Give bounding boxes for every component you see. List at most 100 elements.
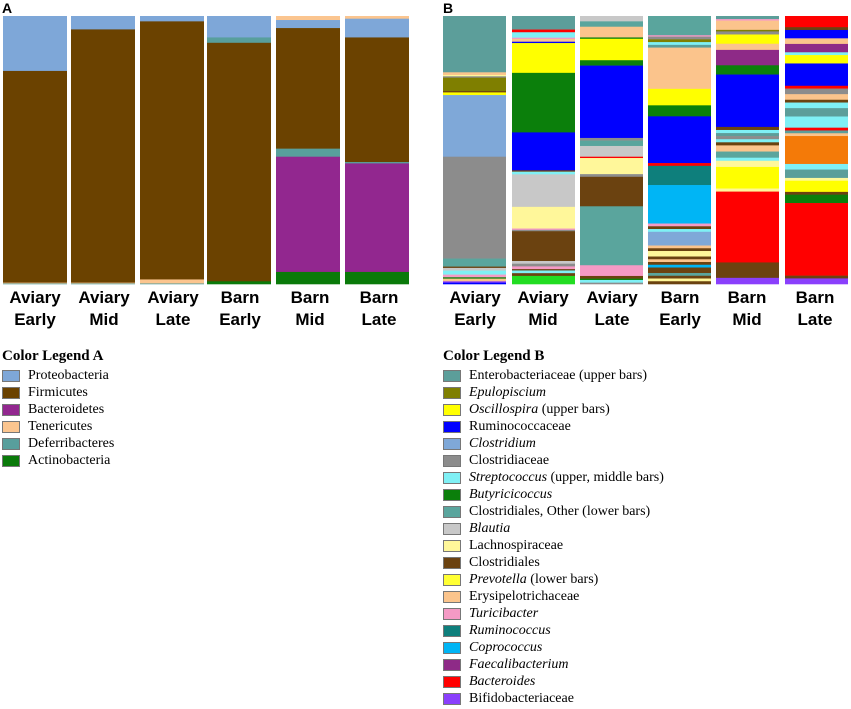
bar-segment: [3, 16, 67, 72]
legend-b-item: Clostridiales, Other (lower bars): [443, 503, 664, 520]
legend-label: Clostridiales: [469, 554, 540, 570]
legend-swatch: [443, 488, 461, 501]
legend-a-item: Tenericutes: [2, 418, 114, 435]
bar-segment: [580, 26, 643, 38]
legend-label: Firmicutes: [28, 384, 88, 400]
bar-segment: [140, 279, 204, 284]
bar-segment: [3, 282, 67, 284]
bar-segment: [716, 277, 779, 285]
bar-segment: [648, 251, 711, 257]
bar-segment: [648, 185, 711, 224]
bar-segment: [785, 177, 848, 182]
bar-segment: [512, 260, 575, 264]
legend-label: Coprococcus: [469, 639, 543, 655]
legend-label: Clostridiaceae: [469, 452, 550, 468]
bar-segment: [716, 49, 779, 66]
bar-segment: [512, 29, 575, 33]
bar-segment: [345, 18, 409, 38]
bar-segment: [716, 157, 779, 162]
xlabel-a-3: Aviary Late: [147, 288, 199, 329]
legend-swatch: [443, 471, 461, 484]
bar-segment: [785, 99, 848, 103]
bar-segment: [716, 133, 779, 137]
bar-segment: [207, 37, 271, 44]
panel-a-chart: [3, 16, 409, 285]
bar-segment: [716, 129, 779, 134]
bar-segment: [512, 72, 575, 133]
bar-segment: [443, 270, 506, 275]
legend-b-item: Coprococcus: [443, 639, 664, 656]
legend-swatch: [443, 454, 461, 467]
bar-segment: [207, 281, 271, 285]
bar-segment: [648, 47, 711, 90]
bar-segment: [140, 16, 204, 22]
bar-segment: [785, 136, 848, 165]
bar-segment: [580, 174, 643, 178]
bar-segment: [140, 283, 204, 285]
bar-segment: [140, 21, 204, 280]
legend-label: Lachnospiraceae: [469, 537, 564, 553]
bar-segment: [785, 191, 848, 195]
legend-swatch: [443, 403, 461, 416]
legend-b-item: Ruminococcus: [443, 622, 664, 639]
bar-segment: [648, 88, 711, 106]
bar-segment: [71, 282, 135, 284]
bar-segment: [512, 170, 575, 172]
bar-segment: [512, 273, 575, 277]
bar-segment: [785, 38, 848, 45]
bar-segment: [785, 180, 848, 193]
legend-label: Butyricicoccus: [469, 486, 553, 502]
bar-segment: [648, 42, 711, 46]
legend-swatch: [443, 420, 461, 433]
xlabel-a-6: Barn Late: [359, 288, 399, 329]
bar-segment: [580, 282, 643, 285]
bar-segment: [580, 38, 643, 61]
bar-segment: [785, 43, 848, 53]
legend-b-item: Streptococcus (upper, middle bars): [443, 469, 664, 486]
bar-segment: [648, 262, 711, 266]
bar-segment: [648, 273, 711, 277]
legend-b: Color Legend B Enterobacteriaceae (upper…: [443, 345, 664, 707]
bar-segment: [580, 176, 643, 207]
bar-segment: [580, 140, 643, 147]
legend-label: Deferribacteres: [28, 435, 115, 451]
bar-segment: [512, 263, 575, 267]
bar-segment: [512, 39, 575, 43]
bar-segment: [3, 283, 67, 285]
bar-segment: [443, 72, 506, 76]
bar-segment: [648, 16, 711, 36]
legend-b-item: Clostridiales: [443, 554, 664, 571]
xlabel-a-1: Aviary Early: [9, 288, 61, 329]
bar-segment: [648, 229, 711, 233]
bar-segment: [785, 29, 848, 39]
xlabel-b-3: Aviary Late: [586, 288, 638, 329]
legend-b-item: Faecalibacterium: [443, 656, 664, 673]
legend-swatch: [443, 658, 461, 671]
bar-segment: [580, 21, 643, 28]
bar-segment: [648, 44, 711, 48]
bar-segment: [207, 42, 271, 282]
bar-segment: [716, 43, 779, 51]
bar-segment: [785, 63, 848, 87]
bar-segment: [443, 92, 506, 96]
bar-segment: [785, 52, 848, 56]
bar-segment: [648, 105, 711, 117]
bar-segment: [443, 278, 506, 282]
bar-segment: [443, 266, 506, 269]
legend-label: Prevotella (lower bars): [469, 571, 599, 587]
bar-segment: [785, 102, 848, 109]
bar-segment: [648, 278, 711, 282]
legend-swatch: [443, 539, 461, 552]
bar-segment: [648, 267, 711, 274]
legend-a: Color Legend A Proteobacteria Firmicutes B…: [2, 345, 114, 469]
bar-segment: [443, 74, 506, 77]
legend-swatch: [443, 369, 461, 382]
xlabel-a-4: Barn Early: [219, 288, 261, 329]
bar-segment: [512, 171, 575, 175]
legend-swatch: [443, 556, 461, 569]
legend-label: Streptococcus (upper, middle bars): [469, 469, 664, 485]
bar-segment: [648, 36, 711, 40]
bar-segment: [580, 65, 643, 139]
legend-b-item: Epulopiscium: [443, 384, 664, 401]
legend-swatch: [443, 573, 461, 586]
